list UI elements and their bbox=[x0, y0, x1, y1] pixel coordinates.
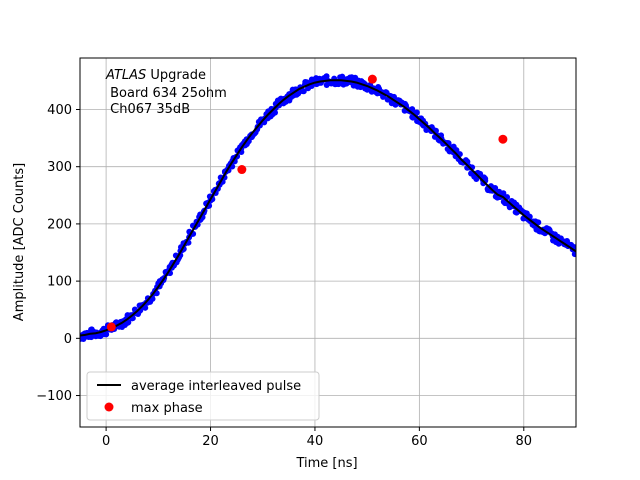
axes-frame bbox=[79, 57, 577, 428]
data-layer bbox=[80, 73, 576, 343]
x-tick-label: 60 bbox=[411, 434, 428, 449]
data-point bbox=[125, 319, 132, 326]
x-axis-label: Time [ns] bbox=[295, 456, 357, 471]
max-phase-point bbox=[498, 134, 508, 144]
legend: average interleaved pulse max phase bbox=[86, 371, 320, 421]
data-point bbox=[323, 73, 330, 80]
max-phase-point bbox=[237, 165, 247, 175]
data-point bbox=[142, 304, 149, 311]
legend-label-maxphase: max phase bbox=[131, 401, 203, 416]
data-point bbox=[271, 109, 278, 116]
x-tick-label: 40 bbox=[307, 434, 324, 449]
annotation-upgrade: Upgrade bbox=[146, 68, 206, 83]
average-pulse-line bbox=[80, 79, 576, 337]
annotation-line2: Board 634 25ohm bbox=[106, 86, 227, 101]
x-tick-label: 80 bbox=[516, 434, 533, 449]
legend-marker-swatch bbox=[104, 402, 114, 412]
max-phase-point bbox=[367, 74, 377, 84]
y-axis-label: Amplitude [ADC Counts] bbox=[12, 163, 27, 321]
data-point bbox=[535, 219, 542, 226]
y-tick-label: 0 bbox=[64, 332, 72, 347]
annotation-line1: ATLAS Upgrade bbox=[105, 68, 206, 83]
y-tick-label: 300 bbox=[47, 160, 72, 175]
annotation-line3: Ch067 35dB bbox=[106, 102, 190, 117]
y-tick-label: 100 bbox=[47, 275, 72, 290]
y-tick-label: 200 bbox=[47, 217, 72, 232]
axes-layer: 0 20 40 60 80 −100 0 100 200 300 400 bbox=[36, 57, 577, 449]
data-point bbox=[413, 109, 420, 116]
max-phase-point bbox=[106, 322, 116, 332]
y-tick-label: 400 bbox=[47, 103, 72, 118]
data-point bbox=[103, 331, 110, 338]
legend-box bbox=[86, 371, 320, 421]
annotation-atlas: ATLAS bbox=[105, 68, 146, 83]
x-tick-label: 0 bbox=[102, 434, 110, 449]
x-tick-label: 20 bbox=[202, 434, 219, 449]
data-point bbox=[300, 88, 307, 95]
y-tick-label: −100 bbox=[36, 389, 72, 404]
annotation-layer: ATLAS Upgrade Board 634 25ohm Ch067 35dB bbox=[105, 68, 227, 117]
legend-label-average: average interleaved pulse bbox=[131, 379, 301, 394]
